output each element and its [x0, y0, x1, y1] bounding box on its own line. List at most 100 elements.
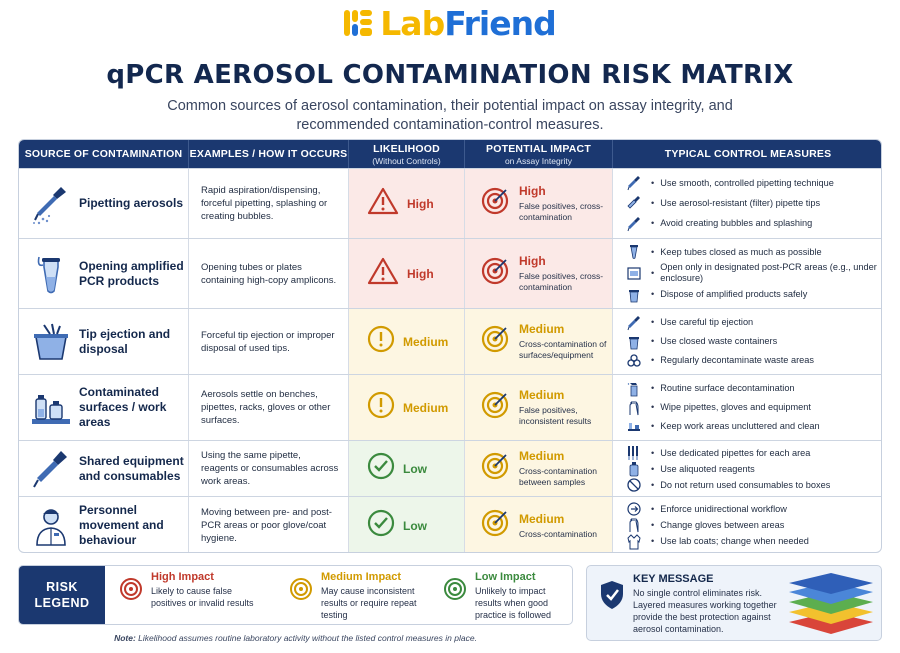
source-label: Pipetting aerosols — [79, 196, 184, 210]
impact-description: Cross-contamination of surfaces/equipmen… — [519, 339, 607, 360]
table-row: Personnel movement and behaviour Moving b… — [19, 496, 881, 552]
control-measure: • Open only in designated post-PCR areas … — [625, 262, 881, 284]
pipette-icon — [625, 175, 643, 191]
impact-description: Cross-contamination between samples — [519, 466, 597, 487]
examples-cell: Using the same pipette, reagents or cons… — [189, 441, 349, 496]
lab-coat-icon — [625, 534, 643, 550]
impact-cell: Medium Cross-contamination — [465, 497, 613, 552]
control-measure: • Use dedicated pipettes for each area — [625, 445, 881, 461]
header-impact: POTENTIAL IMPACT on Assay Integrity — [465, 140, 613, 168]
target-icon — [119, 577, 143, 606]
examples-cell: Aerosols settle on benches, pipettes, ra… — [189, 375, 349, 440]
legend-high-desc: Likely to cause false positives or inval… — [151, 586, 254, 608]
control-measure: • Use aerosol-resistant (filter) pipette … — [625, 195, 881, 211]
target-icon — [481, 452, 509, 485]
examples-cell: Opening tubes or plates containing high-… — [189, 239, 349, 308]
pipette-icon — [625, 216, 643, 232]
impact-description: False positives, inconsistent results — [519, 405, 592, 426]
control-measure: • Use careful tip ejection — [625, 315, 881, 331]
person-icon — [29, 504, 73, 548]
footnote: Note: Likelihood assumes routine laborat… — [114, 633, 477, 643]
likelihood-level: High — [407, 196, 434, 211]
target-icon — [481, 391, 509, 424]
stacked-layers-icon — [787, 572, 875, 641]
impact-level: High — [519, 184, 546, 198]
glove-icon — [625, 517, 643, 533]
warning-icon — [367, 257, 399, 290]
impact-description: False positives, cross-contamination — [519, 201, 604, 222]
legend-title: RISK LEGEND — [19, 566, 105, 624]
impact-cell: High False positives, cross-contamination — [465, 239, 613, 308]
header-likelihood: LIKELIHOOD (Without Controls) — [349, 140, 465, 168]
source-label: Opening amplified PCR products — [79, 258, 184, 288]
controls-cell: • Keep tubes closed as much as possible • O… — [613, 239, 881, 308]
impact-level: Medium — [519, 322, 565, 336]
control-measure: • Regularly decontaminate waste areas — [625, 353, 881, 369]
source-label: Shared equipment and consumables — [79, 453, 184, 483]
control-measure: • Dispose of amplified products safely — [625, 287, 881, 303]
table-row: Contaminated surfaces / work areas Aeroso… — [19, 374, 881, 440]
source-cell: Opening amplified PCR products — [19, 239, 189, 308]
key-message-box: KEY MESSAGE No single control eliminates… — [586, 565, 882, 641]
table-header: SOURCE OF CONTAMINATION EXAMPLES / HOW I… — [19, 140, 881, 168]
impact-cell: Medium Cross-contamination between sample… — [465, 441, 613, 496]
target-icon — [481, 325, 509, 358]
legend-low-title: Low Impact — [475, 571, 536, 583]
controls-cell: • Routine surface decontamination • Wipe pi… — [613, 375, 881, 440]
key-message-text: No single control eliminates risk. Layer… — [633, 588, 777, 634]
table-row: Opening amplified PCR products Opening tu… — [19, 238, 881, 308]
filter-tip-icon — [625, 195, 643, 211]
aliquot-bottle-icon — [625, 461, 643, 477]
likelihood-level: Low — [403, 518, 427, 533]
likelihood-level: High — [407, 266, 434, 281]
control-measure: • Use aliquoted reagents — [625, 461, 881, 477]
pipette-icon — [29, 447, 73, 491]
shield-check-icon — [599, 580, 625, 615]
control-measure: • Enforce unidirectional workflow — [625, 501, 881, 517]
pipette-spray-icon — [29, 182, 73, 226]
biohazard-icon — [625, 353, 643, 369]
enclosure-icon — [625, 265, 643, 281]
control-measure: • Use lab coats; change when needed — [625, 534, 881, 550]
likelihood-level: Low — [403, 461, 427, 476]
target-icon — [481, 187, 509, 220]
examples-cell: Rapid aspiration/dispensing, forceful pi… — [189, 169, 349, 238]
waste-bin-icon — [625, 334, 643, 350]
impact-level: Medium — [519, 511, 565, 526]
likelihood-cell: Low — [349, 441, 465, 496]
waste-bin-icon — [625, 287, 643, 303]
source-label: Personnel movement and behaviour — [79, 503, 164, 547]
header-examples: EXAMPLES / HOW IT OCCURS — [189, 140, 349, 168]
exclamation-icon — [367, 391, 395, 424]
warning-icon — [367, 187, 399, 220]
source-label: Tip ejection and disposal — [79, 326, 171, 356]
labfriend-logo: LabFriend — [0, 2, 900, 44]
likelihood-cell: High — [349, 239, 465, 308]
control-measure: • Wipe pipettes, gloves and equipment — [625, 400, 881, 416]
bench-bottles-icon — [29, 386, 73, 430]
impact-level: Medium — [519, 449, 565, 463]
control-measure: • Avoid creating bubbles and splashing — [625, 216, 881, 232]
control-measure: • Do not return used consumables to boxes — [625, 477, 881, 493]
likelihood-level: Medium — [403, 334, 449, 349]
table-row: Tip ejection and disposal Forceful tip ej… — [19, 308, 881, 374]
legend-medium: Medium Impact May cause inconsistent resu… — [289, 571, 437, 621]
table-row: Shared equipment and consumables Using th… — [19, 440, 881, 496]
check-icon — [367, 452, 395, 485]
glove-icon — [625, 400, 643, 416]
impact-level: Medium — [519, 388, 565, 402]
legend-high-title: High Impact — [151, 571, 214, 583]
controls-cell: • Use dedicated pipettes for each area • Us… — [613, 441, 881, 496]
pipette-set-icon — [625, 445, 643, 461]
controls-cell: • Enforce unidirectional workflow • Change … — [613, 497, 881, 552]
legend-medium-title: Medium Impact — [321, 571, 402, 583]
source-cell: Pipetting aerosols — [19, 169, 189, 238]
table-row: Pipetting aerosols Rapid aspiration/dispe… — [19, 168, 881, 238]
header-controls: TYPICAL CONTROL MEASURES — [664, 148, 832, 160]
likelihood-cell: Medium — [349, 309, 465, 374]
check-icon — [367, 509, 395, 542]
target-icon — [443, 577, 467, 606]
likelihood-level: Medium — [403, 400, 449, 415]
exclamation-icon — [367, 325, 395, 358]
control-measure: • Use closed waste containers — [625, 334, 881, 350]
